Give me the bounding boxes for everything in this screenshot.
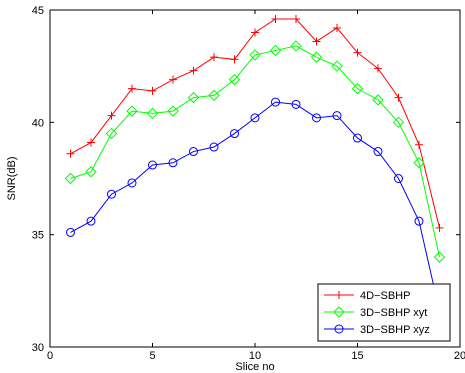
data-point bbox=[189, 66, 198, 75]
data-point bbox=[332, 111, 342, 121]
data-point bbox=[374, 64, 382, 73]
data-point bbox=[353, 48, 362, 57]
x-tick-label: 10 bbox=[249, 350, 261, 362]
data-point bbox=[230, 55, 239, 64]
data-point bbox=[66, 227, 75, 237]
y-tick-label: 35 bbox=[32, 230, 44, 242]
data-point bbox=[168, 158, 178, 168]
data-point bbox=[146, 107, 159, 120]
x-tick-label: 5 bbox=[149, 350, 155, 362]
data-point bbox=[269, 44, 282, 57]
x-tick-label: 0 bbox=[47, 350, 53, 362]
data-point bbox=[249, 49, 261, 61]
series-plus bbox=[66, 14, 444, 232]
data-point bbox=[373, 147, 383, 157]
data-point bbox=[394, 93, 403, 102]
data-point bbox=[271, 14, 280, 23]
data-point bbox=[333, 23, 341, 32]
data-point bbox=[394, 174, 403, 183]
data-point bbox=[331, 60, 343, 72]
data-point bbox=[271, 97, 280, 107]
data-point bbox=[312, 113, 321, 123]
data-point bbox=[251, 28, 259, 37]
data-point bbox=[435, 223, 444, 232]
data-point bbox=[85, 166, 97, 178]
axis-tick-labels: 0 5 10 15 20 30 35 40 45 bbox=[32, 5, 465, 362]
x-tick-label: 20 bbox=[454, 350, 465, 362]
data-point bbox=[228, 73, 241, 86]
legend-entry: 4D−SBHP bbox=[324, 290, 410, 302]
y-tick-label: 40 bbox=[32, 117, 44, 129]
data-point bbox=[107, 111, 116, 120]
data-point bbox=[209, 142, 219, 152]
series-line bbox=[70, 45, 440, 258]
data-point bbox=[292, 14, 300, 23]
data-point bbox=[312, 37, 321, 46]
data-point bbox=[105, 127, 118, 140]
data-point bbox=[87, 138, 95, 147]
series-diamond bbox=[64, 40, 446, 263]
data-point bbox=[310, 51, 323, 63]
data-point bbox=[107, 189, 116, 199]
data-point bbox=[167, 105, 179, 117]
legend: 4D−SBHP 3D−SBHP xyt 3D−SBHP xyz bbox=[317, 283, 451, 342]
series-circle bbox=[66, 97, 444, 316]
data-point bbox=[187, 91, 200, 104]
data-point bbox=[126, 105, 138, 117]
legend-label: 3D−SBHP xyz bbox=[360, 324, 430, 336]
data-point bbox=[290, 40, 302, 52]
series-lines bbox=[64, 14, 446, 316]
data-point bbox=[230, 129, 239, 139]
y-tick-label: 30 bbox=[32, 342, 44, 354]
legend-entry: 3D−SBHP xyt bbox=[324, 306, 427, 319]
data-point bbox=[433, 251, 446, 263]
data-point bbox=[392, 116, 405, 129]
data-point bbox=[148, 160, 157, 170]
data-point bbox=[86, 216, 96, 226]
axis-ticks bbox=[49, 9, 461, 348]
data-point bbox=[208, 89, 220, 102]
data-point bbox=[351, 82, 364, 95]
data-point bbox=[415, 140, 423, 149]
legend-marker bbox=[335, 291, 343, 299]
x-tick-label: 15 bbox=[351, 350, 363, 362]
y-axis-label: SNR(dB) bbox=[6, 156, 18, 200]
data-point bbox=[414, 216, 424, 226]
legend-label: 3D−SBHP xyt bbox=[360, 307, 427, 319]
data-point bbox=[210, 53, 218, 62]
data-point bbox=[169, 75, 177, 84]
data-point bbox=[353, 133, 362, 143]
series-line bbox=[70, 101, 440, 312]
legend-entry: 3D−SBHP xyz bbox=[324, 324, 430, 336]
legend-label: 4D−SBHP bbox=[360, 290, 410, 302]
data-point bbox=[189, 147, 198, 157]
data-point bbox=[413, 157, 425, 169]
data-point bbox=[372, 94, 384, 106]
legend-marker bbox=[333, 306, 345, 318]
data-point bbox=[64, 172, 77, 185]
data-point bbox=[291, 99, 301, 109]
data-point bbox=[148, 86, 157, 95]
y-tick-label: 45 bbox=[32, 5, 44, 17]
x-axis-label: Slice no bbox=[235, 361, 274, 373]
data-point bbox=[66, 149, 75, 158]
data-point bbox=[128, 84, 136, 93]
data-point bbox=[127, 178, 137, 188]
data-point bbox=[250, 113, 260, 123]
legend-marker bbox=[334, 324, 344, 334]
